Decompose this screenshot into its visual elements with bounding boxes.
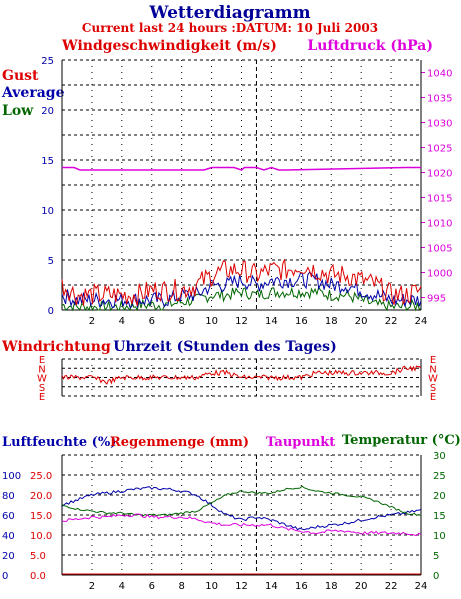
pressure-y-tick-label: 1010 — [427, 219, 452, 230]
x-tick-label: 16 — [295, 581, 308, 592]
x-tick-label: 24 — [415, 581, 428, 592]
wind-y-tick-label: 0 — [48, 306, 54, 317]
x-tick-label: 22 — [385, 581, 398, 592]
rain-y-tick-label: 15.0 — [30, 511, 52, 522]
direction-right-tick-label: N — [429, 364, 436, 375]
wind-y-tick-label: 5 — [48, 256, 54, 267]
pressure-axis-title: Luftdruck (hPa) — [307, 38, 433, 54]
x-tick-label: 8 — [178, 581, 184, 592]
x-tick-label: 22 — [385, 316, 398, 327]
humidity-y-tick-label: 40 — [2, 531, 15, 542]
wind-gust-series-line — [61, 259, 422, 306]
pressure-y-tick-label: 995 — [427, 294, 446, 305]
time-axis-title: Uhrzeit (Stunden des Tages) — [113, 339, 336, 355]
temperature-y-tick-label: 0 — [433, 571, 439, 582]
pressure-y-tick-label: 1000 — [427, 269, 452, 280]
x-tick-label: 2 — [89, 581, 95, 592]
humidity-y-tick-label: 60 — [2, 511, 15, 522]
direction-left-tick-label: E — [39, 392, 45, 403]
x-tick-label: 6 — [149, 316, 155, 327]
temperature-y-tick-label: 5 — [433, 551, 439, 562]
x-tick-label: 20 — [355, 581, 368, 592]
direction-right-tick-label: W — [428, 374, 438, 385]
humidity-y-tick-label: 80 — [2, 491, 15, 502]
x-tick-label: 14 — [265, 316, 278, 327]
wind-y-tick-label: 15 — [41, 156, 54, 167]
rain-y-tick-label: 5.0 — [30, 551, 46, 562]
x-tick-label: 12 — [235, 316, 248, 327]
legend-gust: Gust — [2, 68, 39, 84]
pressure-y-tick-label: 1040 — [427, 69, 452, 80]
x-tick-label: 6 — [149, 581, 155, 592]
rain-y-tick-label: 0.0 — [30, 571, 46, 582]
x-tick-label: 20 — [355, 316, 368, 327]
x-tick-label: 4 — [119, 581, 125, 592]
x-tick-label: 4 — [119, 316, 125, 327]
pressure-y-tick-label: 1020 — [427, 169, 452, 180]
humidity-series-line — [61, 486, 422, 531]
rain-axis-title: Regenmenge (mm) — [110, 435, 249, 450]
temperature-y-tick-label: 15 — [433, 511, 446, 522]
direction-left-tick-label: E — [39, 355, 45, 366]
wind-speed-axis-title: Windgeschwindigkeit (m/s) — [61, 38, 277, 54]
x-tick-label: 12 — [235, 581, 248, 592]
direction-right-tick-label: E — [430, 392, 436, 403]
rain-y-tick-label: 25.0 — [30, 471, 52, 482]
direction-left-tick-label: W — [37, 374, 47, 385]
wind-low-series-line — [61, 286, 422, 312]
page-subtitle: Current last 24 hours :DATUM: 10 Juli 20… — [82, 21, 378, 35]
wind-direction-series-line — [61, 365, 422, 385]
legend-low: Low — [2, 103, 34, 119]
pressure-y-tick-label: 1025 — [427, 144, 452, 155]
temperature-y-tick-label: 30 — [433, 451, 446, 462]
temperature-y-tick-label: 10 — [433, 531, 446, 542]
temperature-axis-title: Temperatur (°C) — [342, 433, 461, 448]
x-tick-label: 24 — [415, 316, 428, 327]
direction-left-tick-label: S — [39, 383, 45, 394]
wind-y-tick-label: 20 — [41, 106, 54, 117]
x-tick-label: 2 — [89, 316, 95, 327]
temperature-series-line — [61, 485, 422, 517]
legend-average: Average — [1, 85, 65, 101]
humidity-axis-title: Luftfeuchte (%) — [2, 435, 116, 450]
temperature-y-tick-label: 25 — [433, 471, 446, 482]
x-tick-label: 8 — [178, 316, 184, 327]
x-tick-label: 18 — [325, 581, 338, 592]
rain-y-tick-label: 20.0 — [30, 491, 52, 502]
x-tick-label: 18 — [325, 316, 338, 327]
pressure-series-line — [62, 166, 421, 171]
wind-y-tick-label: 10 — [41, 206, 54, 217]
x-tick-label: 10 — [205, 581, 218, 592]
page-title: Wetterdiagramm — [148, 3, 310, 23]
wind-y-tick-label: 25 — [41, 56, 54, 67]
dewpoint-title: Taupunkt — [266, 435, 335, 450]
direction-right-tick-label: E — [430, 355, 436, 366]
direction-right-tick-label: S — [430, 383, 436, 394]
humidity-y-tick-label: 20 — [2, 551, 15, 562]
wind-direction-title: Windrichtung — [1, 339, 111, 355]
pressure-y-tick-label: 1035 — [427, 94, 452, 105]
direction-left-tick-label: N — [38, 364, 45, 375]
x-tick-label: 16 — [295, 316, 308, 327]
temperature-y-tick-label: 20 — [433, 491, 446, 502]
pressure-y-tick-label: 1015 — [427, 194, 452, 205]
dewpoint-series-line — [61, 513, 422, 537]
rain-y-tick-label: 10.0 — [30, 531, 52, 542]
x-tick-label: 10 — [205, 316, 218, 327]
humidity-y-tick-label: 100 — [2, 471, 21, 482]
pressure-y-tick-label: 1030 — [427, 119, 452, 130]
wind-average-series-line — [61, 271, 422, 309]
x-tick-label: 14 — [265, 581, 278, 592]
humidity-y-tick-label: 0 — [2, 571, 8, 582]
pressure-y-tick-label: 1005 — [427, 244, 452, 255]
